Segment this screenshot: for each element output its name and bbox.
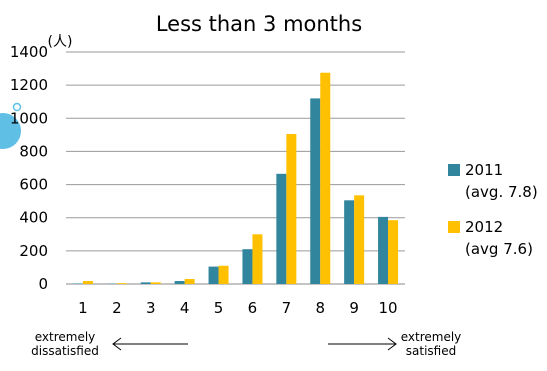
y-tick-label: 200 xyxy=(19,242,48,260)
x-tick-label: 8 xyxy=(315,299,325,317)
annotation-left-line1: extremely xyxy=(35,330,96,344)
x-tick-label: 3 xyxy=(146,299,156,317)
x-tick-label: 4 xyxy=(180,299,190,317)
scale-annotations: extremely dissatisfied extremely satisfi… xyxy=(31,330,461,358)
annotation-left-line2: dissatisfied xyxy=(31,344,99,358)
bar-2011-5 xyxy=(209,267,219,284)
y-tick-label: 400 xyxy=(19,209,48,227)
y-tick-label: 1400 xyxy=(10,43,48,61)
y-tick-label: 1200 xyxy=(10,76,48,94)
legend-label-2011: 2011 xyxy=(465,161,503,179)
chart-title: Less than 3 months xyxy=(156,12,362,36)
bar-2012-2 xyxy=(117,283,127,284)
x-tick-label: 7 xyxy=(282,299,292,317)
x-tick-label: 6 xyxy=(248,299,258,317)
y-unit-label: (人) xyxy=(48,34,73,50)
annotation-right-line2: satisfied xyxy=(406,344,456,358)
legend-sub-2012: (avg 7.6) xyxy=(465,240,533,258)
bar-2011-8 xyxy=(310,98,320,284)
y-tick-label: 0 xyxy=(38,275,48,293)
annotation-right-line1: extremely xyxy=(401,330,462,344)
bar-2012-8 xyxy=(320,73,330,284)
bar-2011-9 xyxy=(344,200,354,284)
bar-2012-10 xyxy=(388,220,398,284)
legend-swatch-2012 xyxy=(448,221,460,233)
bar-2012-1 xyxy=(83,281,93,284)
bar-2012-7 xyxy=(286,134,296,284)
bar-2012-3 xyxy=(151,282,161,284)
x-tick-label: 10 xyxy=(379,299,398,317)
x-tick-label: 5 xyxy=(214,299,224,317)
legend: 2011 (avg. 7.8) 2012 (avg 7.6) xyxy=(448,161,538,258)
x-axis-ticks: 1 2 3 4 5 6 7 8 9 10 xyxy=(78,299,397,317)
x-tick-label: 1 xyxy=(78,299,88,317)
y-axis-ticks: 0 200 400 600 800 1000 1200 1400 xyxy=(10,43,48,293)
bar-2012-5 xyxy=(219,266,229,284)
bar-2012-6 xyxy=(252,234,262,284)
x-tick-label: 2 xyxy=(112,299,122,317)
legend-sub-2011: (avg. 7.8) xyxy=(465,183,538,201)
bar-2011-6 xyxy=(242,249,252,284)
bar-2012-4 xyxy=(185,279,195,284)
bar-2011-10 xyxy=(378,217,388,284)
y-tick-label: 800 xyxy=(19,142,48,160)
y-tick-label: 1000 xyxy=(10,109,48,127)
legend-swatch-2011 xyxy=(448,164,460,176)
legend-label-2012: 2012 xyxy=(465,218,503,236)
x-tick-label: 9 xyxy=(349,299,359,317)
bar-2012-9 xyxy=(354,195,364,284)
bar-2011-7 xyxy=(276,174,286,284)
y-tick-label: 600 xyxy=(19,176,48,194)
bar-2011-4 xyxy=(175,281,185,284)
bar-2011-3 xyxy=(141,282,151,284)
bars xyxy=(73,73,398,284)
